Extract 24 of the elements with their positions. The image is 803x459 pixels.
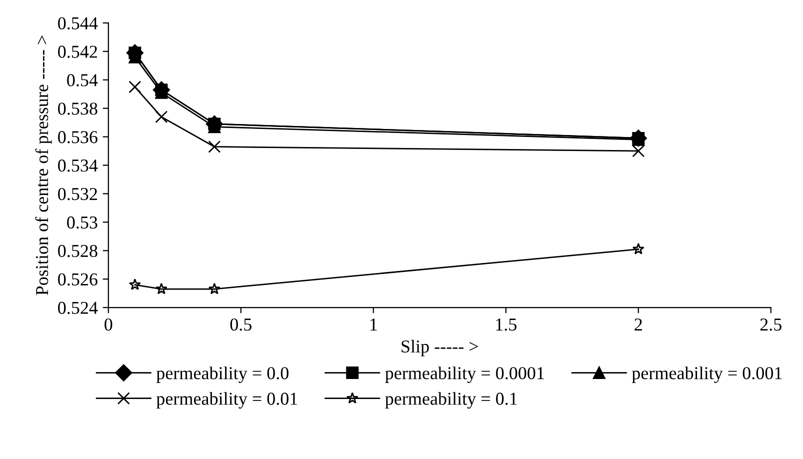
legend-label: permeability = 0.01 xyxy=(156,392,298,409)
x-tick-label: 1 xyxy=(370,318,377,330)
y-tick-label: 0.534 xyxy=(58,159,98,172)
x-tick-label: 2 xyxy=(634,318,642,330)
y-tick-label: 0.542 xyxy=(58,46,97,58)
y-tick-label: 0.526 xyxy=(58,273,98,286)
y-tick-label: 0.538 xyxy=(58,102,98,115)
y-tick-label: 0.53 xyxy=(67,216,98,229)
y-tick-label: 0.532 xyxy=(58,188,97,200)
y-tick-label: 0.54 xyxy=(67,74,98,86)
x-tick-label: 0.5 xyxy=(230,318,252,331)
x-axis-title: Slip ----- > xyxy=(402,340,478,356)
y-tick-label: 0.528 xyxy=(58,244,98,258)
y-axis-title: Position of centre of pressure ----- > xyxy=(35,36,52,296)
legend-label: permeability = 0.001 xyxy=(632,366,782,383)
y-tick-label: 0.544 xyxy=(58,17,98,30)
y-tick-label: 0.524 xyxy=(58,302,98,314)
x-tick-label: 0 xyxy=(104,318,112,331)
legend-label: permeability = 0.0001 xyxy=(385,366,544,383)
legend-label: permeability = 0.0 xyxy=(156,366,288,383)
y-tick-label: 0.536 xyxy=(58,131,98,144)
x-tick-label: 2.5 xyxy=(760,318,782,331)
x-tick-label: 1.5 xyxy=(496,318,516,331)
legend-label: permeability = 0.1 xyxy=(385,392,517,409)
